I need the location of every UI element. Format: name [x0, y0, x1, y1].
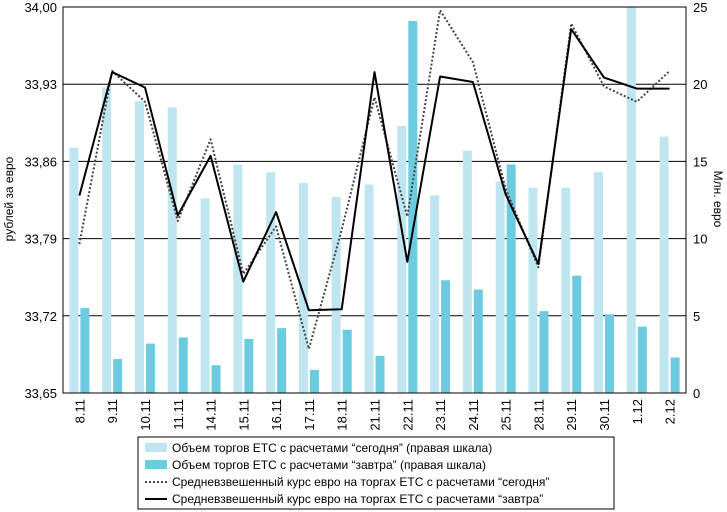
bar-tomorrow: [145, 343, 155, 393]
right-tick-label: 10: [693, 232, 707, 247]
bar-today: [102, 87, 112, 394]
bar-today: [69, 147, 79, 393]
bar-today: [233, 164, 243, 393]
bar-tomorrow: [539, 311, 549, 393]
right-tick-label: 5: [693, 309, 700, 324]
bar-today: [528, 187, 538, 393]
bar-tomorrow: [506, 164, 516, 393]
legend-swatch: [145, 443, 167, 452]
x-tick-label: 21.11: [368, 399, 383, 431]
bar-today: [397, 125, 407, 393]
bar-tomorrow: [244, 338, 254, 393]
x-tick-label: 9.11: [105, 399, 120, 423]
bars: [69, 7, 680, 394]
bar-tomorrow: [178, 337, 188, 393]
x-tick-label: 25.11: [499, 399, 514, 431]
legend-label: Объем торгов ЕТС с расчетами “сегодня” (…: [172, 441, 492, 455]
bar-today: [495, 181, 505, 393]
line-tomorrow: [78, 28, 670, 312]
legend: Объем торгов ЕТС с расчетами “сегодня” (…: [137, 436, 615, 510]
right-axis-ticks: 25 20 15 10 5 0: [693, 0, 707, 401]
left-tick-label: 34,00: [24, 0, 57, 15]
bar-tomorrow: [408, 20, 418, 394]
x-tick-label: 22.11: [400, 399, 415, 431]
legend-swatch: [145, 460, 167, 469]
x-tick-label: 2.12: [663, 399, 678, 424]
right-axis-label: Млн. евро: [711, 171, 725, 228]
x-tick-label: 17.11: [302, 399, 317, 431]
bar-today: [331, 196, 341, 393]
x-tick-label: 1.12: [630, 399, 645, 424]
bar-tomorrow: [572, 275, 582, 393]
legend-label: Средневзвешенный курс евро на торгах ЕТС…: [172, 492, 543, 506]
left-tick-label: 33,72: [24, 309, 57, 324]
bar-tomorrow: [670, 357, 680, 393]
x-tick-label: 11.11: [171, 399, 186, 430]
x-tick-label: 15.11: [236, 399, 251, 431]
right-tick-label: 20: [693, 77, 707, 92]
x-tick-label: 28.11: [531, 399, 546, 431]
bar-tomorrow: [473, 289, 483, 393]
bar-tomorrow: [309, 369, 319, 393]
bar-today: [626, 7, 636, 393]
legend-box: [137, 436, 615, 510]
left-tick-label: 33,86: [24, 154, 57, 169]
plot-frame: [62, 6, 687, 394]
x-tick-label: 24.11: [466, 399, 481, 431]
x-tick-label: 29.11: [564, 399, 579, 431]
left-tick-label: 33,79: [24, 232, 57, 247]
bar-tomorrow: [441, 280, 451, 393]
bar-today: [462, 150, 472, 393]
bar-today: [200, 198, 210, 393]
right-tick-label: 0: [693, 386, 700, 401]
left-tick-label: 33,93: [24, 77, 57, 92]
line-today: [78, 9, 671, 350]
x-tick-label: 30.11: [597, 399, 612, 431]
bar-today: [364, 184, 374, 393]
x-axis-ticks: 8.11 9.11 10.11 11.11 14.11 15.11 16.11 17.11 18…: [72, 399, 677, 431]
legend-label: Объем торгов ЕТС с расчетами “завтра” (п…: [172, 458, 486, 472]
bar-tomorrow: [211, 365, 221, 393]
x-tick-label: 14.11: [204, 399, 219, 431]
bar-today: [430, 195, 440, 393]
x-tick-label: 23.11: [433, 399, 448, 431]
left-tick-label: 33,65: [24, 386, 57, 401]
x-tick-label: 8.11: [72, 399, 87, 423]
bar-today: [594, 172, 604, 393]
right-tick-label: 15: [693, 154, 707, 169]
x-tick-label: 18.11: [335, 399, 350, 431]
left-axis-label: рублей за евро: [2, 156, 16, 241]
right-tick-label: 25: [693, 0, 707, 15]
bar-tomorrow: [113, 359, 123, 393]
bar-today: [561, 187, 571, 393]
bar-today: [266, 172, 276, 393]
plot-border: [62, 6, 687, 394]
bar-tomorrow: [342, 329, 352, 393]
bar-today: [659, 136, 669, 394]
bar-tomorrow: [375, 355, 385, 393]
bar-today: [134, 101, 144, 394]
bar-tomorrow: [605, 314, 615, 393]
x-tick-label: 16.11: [269, 399, 284, 431]
bar-tomorrow: [80, 308, 90, 393]
left-axis-ticks: 34,00 33,93 33,86 33,79 33,72 33,65: [24, 0, 57, 401]
bar-today: [167, 107, 177, 394]
bar-today: [298, 183, 308, 393]
bar-tomorrow: [637, 326, 647, 393]
legend-label: Средневзвешенный курс евро на торгах ЕТС…: [172, 475, 549, 489]
x-tick-label: 10.11: [138, 399, 153, 431]
bar-tomorrow: [277, 328, 287, 393]
lines: [78, 9, 671, 350]
